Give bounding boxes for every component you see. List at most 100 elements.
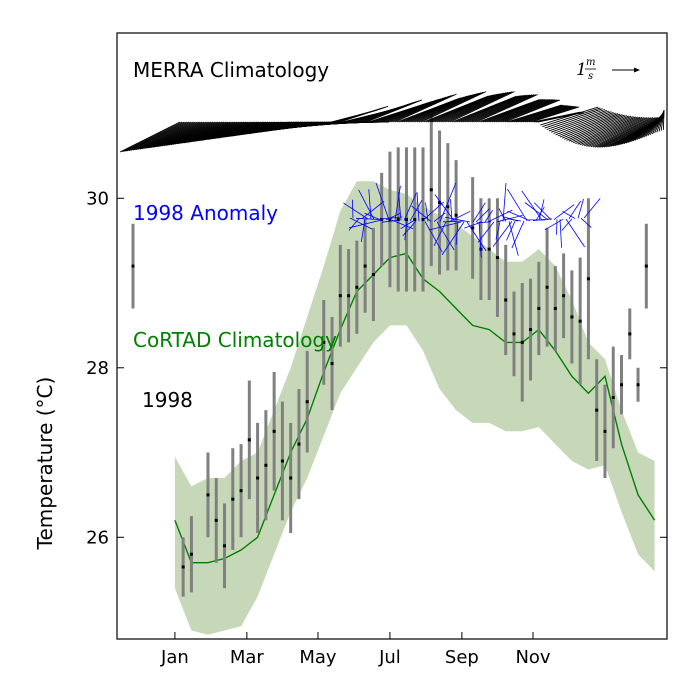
merra-wind-vector	[465, 94, 529, 123]
merra-wind-vector	[594, 117, 654, 148]
point-1998	[363, 264, 367, 268]
anomaly-wind-vector	[361, 200, 385, 219]
merra-wind-vector	[414, 92, 480, 123]
point-1998	[438, 201, 442, 205]
merra-wind-vector	[573, 115, 632, 144]
merra-wind-vector	[535, 111, 583, 123]
anomaly-wind-vector	[477, 221, 495, 243]
merra-wind-vector	[579, 116, 638, 146]
merra-wind-vector	[531, 106, 580, 123]
merra-wind-vector	[553, 111, 612, 134]
merra-wind-vector	[507, 104, 562, 123]
anomaly-wind-vector	[364, 212, 381, 220]
point-1998	[628, 332, 632, 336]
anomaly-wind-vector	[511, 220, 525, 249]
point-1998	[421, 217, 425, 221]
anomaly-wind-vector	[358, 189, 375, 220]
point-1998	[545, 285, 549, 289]
merra-wind-vector	[548, 109, 608, 132]
anomaly-wind-vector	[360, 218, 366, 242]
anomaly-wind-vector	[524, 202, 549, 221]
point-1998	[644, 264, 648, 268]
merra-wind-vector	[430, 94, 496, 123]
merra-wind-vector	[557, 112, 616, 137]
merra-wind-vector	[518, 105, 570, 123]
anomaly-wind-vector	[580, 217, 592, 228]
merra-wind-vector	[447, 91, 513, 123]
merra-wind-vector	[599, 117, 658, 148]
anomaly-wind-vector	[544, 218, 564, 231]
point-1998	[272, 429, 276, 433]
anomaly-wind-vector	[577, 198, 584, 219]
merra-wind-vector	[161, 121, 222, 147]
point-1998	[562, 294, 566, 298]
anomaly-wind-vector	[368, 189, 372, 220]
merra-wind-vector	[432, 93, 498, 123]
merra-wind-vector	[454, 95, 519, 123]
merra-wind-vector	[427, 94, 494, 123]
point-1998	[264, 463, 268, 467]
merra-wind-vector	[524, 105, 575, 123]
merra-wind-vector	[489, 99, 549, 123]
merra-wind-vector	[474, 94, 537, 123]
anomaly-wind-vector	[424, 221, 443, 253]
cortad-band-layer	[174, 181, 655, 635]
merra-wind-vector	[177, 121, 238, 145]
quiver-key-denominator: s	[588, 71, 593, 82]
merra-wind-vector	[139, 121, 200, 150]
point-1998	[471, 226, 475, 230]
merra-wind-vector	[500, 99, 557, 123]
anomaly-wind-vector	[409, 199, 423, 222]
merra-wind-vector	[181, 121, 242, 144]
point-1998	[454, 213, 458, 217]
point-1998	[305, 400, 309, 404]
merra-wind-vector	[511, 104, 565, 123]
point-1998	[330, 362, 334, 366]
merra-wind-vector	[152, 121, 214, 148]
anomaly-wind-vector	[448, 210, 471, 223]
merra-wind-vector	[504, 99, 561, 123]
anomaly-wind-vector	[476, 221, 492, 224]
point-1998	[338, 294, 342, 298]
merra-wind-vector	[130, 121, 192, 151]
x-tick-label: Jul	[378, 647, 401, 668]
quiver-key-numerator: m	[586, 57, 595, 68]
anomaly-wind-vector	[394, 185, 401, 221]
anomaly-wind-vector	[439, 182, 457, 222]
merra-wind-vector	[577, 116, 636, 145]
merra-wind-vector	[480, 99, 542, 123]
errorbar-layer-1998	[131, 113, 648, 597]
anomaly-wind-vector	[349, 219, 384, 229]
merra-quiver	[119, 91, 665, 153]
point-1998	[347, 294, 351, 298]
merra-wind-vector	[419, 91, 484, 123]
merra-wind-vector	[601, 116, 661, 148]
anomaly-wind-vector	[421, 201, 444, 222]
merra-wind-vector	[590, 117, 650, 148]
anomaly-wind-vector	[506, 188, 528, 222]
merra-wind-vector	[155, 121, 216, 148]
legend-sample-point	[131, 264, 135, 268]
year-label: 1998	[142, 388, 193, 412]
anomaly-wind-vector	[402, 220, 417, 237]
point-1998	[189, 552, 193, 556]
merra-wind-vector	[551, 110, 610, 133]
merra-wind-vector	[441, 92, 507, 123]
merra-wind-vector	[515, 105, 569, 123]
point-1998	[214, 518, 218, 522]
point-1998	[487, 247, 491, 251]
anomaly-wind-vector	[444, 216, 471, 223]
y-axis: 26 28 30	[86, 188, 667, 548]
merra-wind-vector	[135, 121, 196, 151]
anomaly-wind-vector	[348, 218, 360, 231]
point-1998	[537, 306, 541, 310]
point-1998	[322, 340, 326, 344]
merra-wind-vector	[575, 116, 634, 145]
merra-wind-vector	[185, 121, 247, 144]
merra-wind-vector	[443, 91, 509, 123]
point-1998	[512, 332, 516, 336]
merra-wind-vector	[566, 114, 625, 141]
anomaly-wind-vector	[533, 202, 552, 221]
anomaly-wind-vector	[495, 221, 501, 240]
